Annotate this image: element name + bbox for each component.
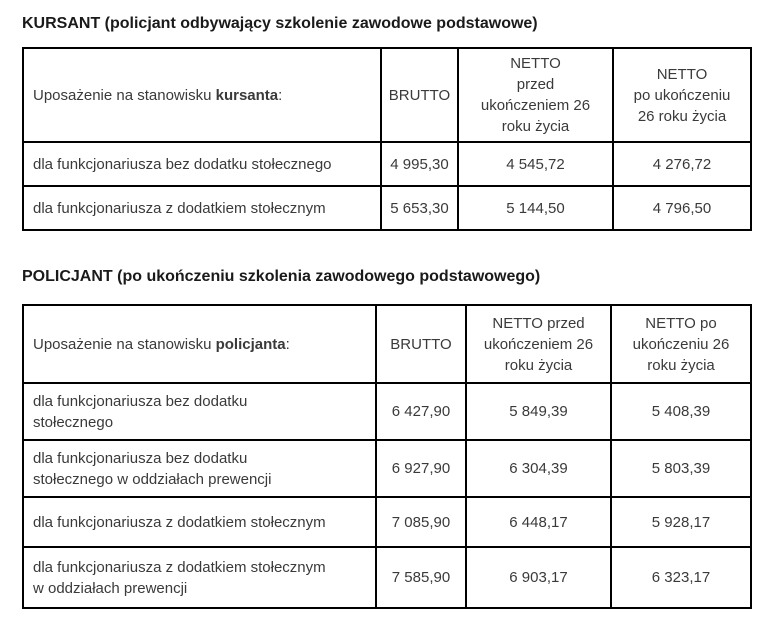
table-row: dla funkcjonariusza z dodatkiem stołeczn… — [22, 185, 752, 231]
policjant-salary-table: Uposażenie na stanowisku policjanta: BRU… — [22, 304, 752, 609]
section-title-kursant: KURSANT (policjant odbywający szkolenie … — [22, 15, 538, 32]
header-label-prefix: Uposażenie na stanowisku — [33, 335, 216, 353]
netto-after-value: 6 323,17 — [610, 546, 752, 609]
column-header-brutto: BRUTTO — [375, 304, 467, 384]
netto-before-value: 5 144,50 — [457, 185, 614, 231]
header-label-suffix: : — [285, 335, 290, 353]
table-row: dla funkcjonariusza bez dodatku stołeczn… — [22, 439, 752, 498]
header-label-bold: policjanta — [215, 335, 286, 353]
row-label-cell: dla funkcjonariusza bez dodatku stołeczn… — [22, 141, 382, 187]
netto-before-value: 5 849,39 — [465, 382, 612, 441]
netto-before-value: 6 448,17 — [465, 496, 612, 548]
header-label-suffix: : — [278, 86, 283, 104]
table-row: dla funkcjonariusza z dodatkiem stołeczn… — [22, 496, 752, 548]
brutto-value: 6 927,90 — [375, 439, 467, 498]
column-header-brutto: BRUTTO — [380, 47, 459, 143]
row-label-cell: dla funkcjonariusza z dodatkiem stołeczn… — [22, 185, 382, 231]
netto-after-value: 5 408,39 — [610, 382, 752, 441]
brutto-value: 4 995,30 — [380, 141, 459, 187]
row-label-cell: dla funkcjonariusza bez dodatku stołeczn… — [22, 439, 377, 498]
header-position-label: Uposażenie na stanowisku policjanta: — [22, 304, 377, 384]
netto-before-value: 6 903,17 — [465, 546, 612, 609]
netto-before-value: 6 304,39 — [465, 439, 612, 498]
netto-after-value: 4 276,72 — [612, 141, 752, 187]
table-header-row: Uposażenie na stanowisku kursanta: BRUTT… — [22, 47, 752, 143]
table-row: dla funkcjonariusza bez dodatku stołeczn… — [22, 382, 752, 441]
row-label-cell: dla funkcjonariusza z dodatkiem stołeczn… — [22, 496, 377, 548]
header-label-bold: kursanta — [215, 86, 279, 104]
table-row: dla funkcjonariusza bez dodatku stołeczn… — [22, 141, 752, 187]
table-header-row: Uposażenie na stanowisku policjanta: BRU… — [22, 304, 752, 384]
header-label-prefix: Uposażenie na stanowisku — [33, 86, 216, 104]
column-header-netto-after-26: NETTO po ukończeniu 26 roku życia — [612, 47, 752, 143]
brutto-value: 6 427,90 — [375, 382, 467, 441]
row-label-cell: dla funkcjonariusza bez dodatku stołeczn… — [22, 382, 377, 441]
section-title-policjant: POLICJANT (po ukończeniu szkolenia zawod… — [22, 268, 541, 285]
netto-after-value: 5 928,17 — [610, 496, 752, 548]
column-header-netto-before-26: NETTO przed ukończeniem 26 roku życia — [457, 47, 614, 143]
kursant-salary-table: Uposażenie na stanowisku kursanta: BRUTT… — [22, 47, 752, 231]
netto-before-value: 4 545,72 — [457, 141, 614, 187]
brutto-value: 7 585,90 — [375, 546, 467, 609]
row-label-cell: dla funkcjonariusza z dodatkiem stołeczn… — [22, 546, 377, 609]
netto-after-value: 5 803,39 — [610, 439, 752, 498]
header-position-label: Uposażenie na stanowisku kursanta: — [22, 47, 382, 143]
table-row: dla funkcjonariusza z dodatkiem stołeczn… — [22, 546, 752, 609]
column-header-netto-after-26: NETTO po ukończeniu 26 roku życia — [610, 304, 752, 384]
column-header-netto-before-26: NETTO przed ukończeniem 26 roku życia — [465, 304, 612, 384]
brutto-value: 7 085,90 — [375, 496, 467, 548]
brutto-value: 5 653,30 — [380, 185, 459, 231]
netto-after-value: 4 796,50 — [612, 185, 752, 231]
